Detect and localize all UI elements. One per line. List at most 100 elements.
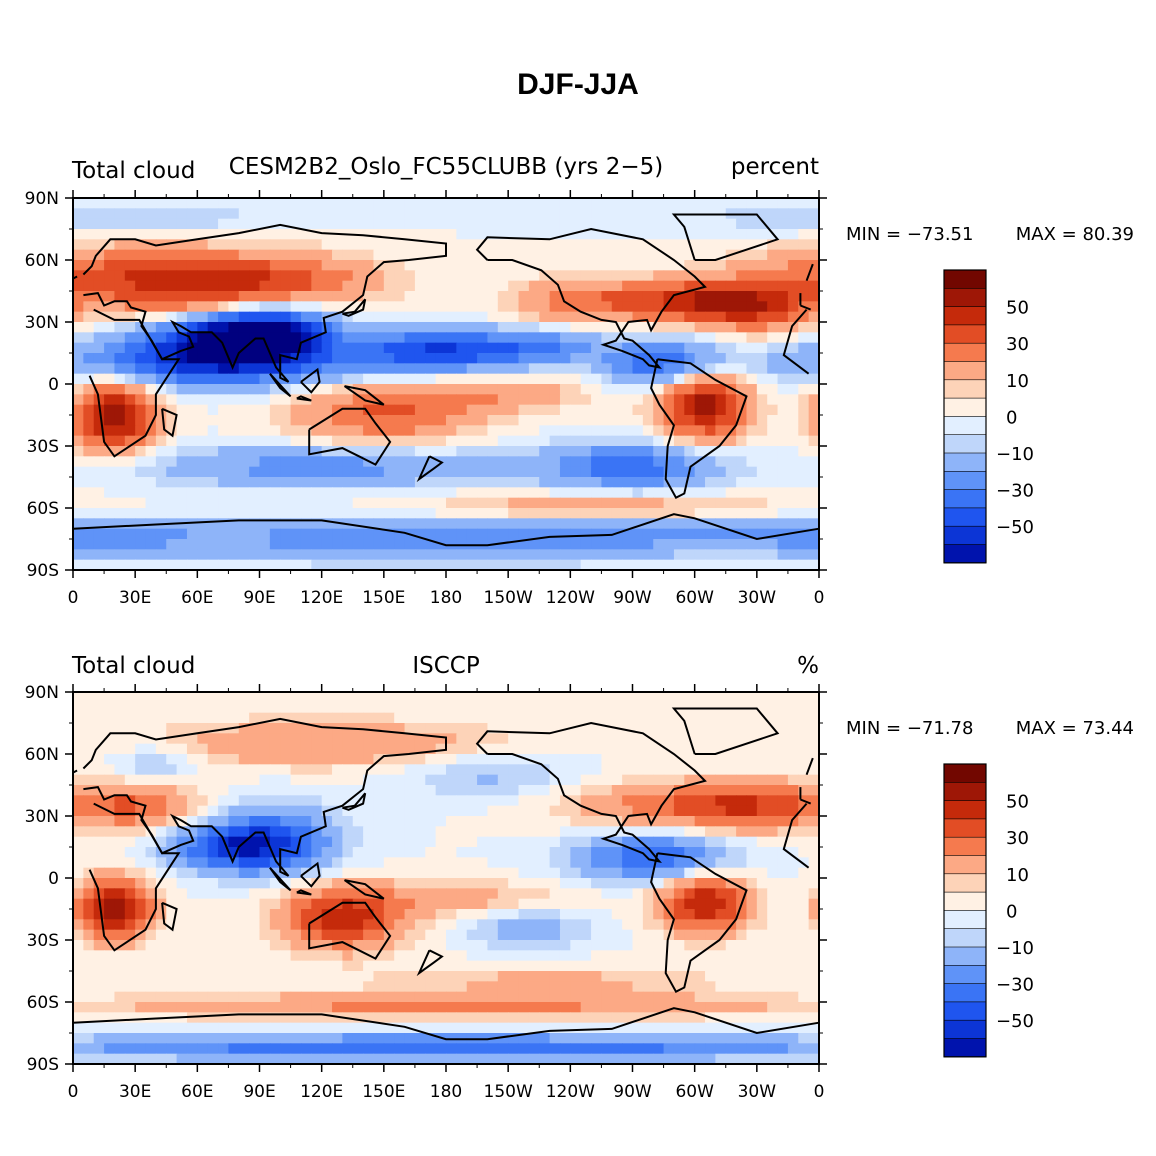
field-cell: [632, 836, 644, 848]
field-cell: [166, 960, 178, 972]
field-cell: [435, 847, 447, 858]
field-cell: [539, 919, 551, 931]
field-cell: [218, 826, 230, 838]
field-cell: [736, 909, 748, 920]
field-cell: [145, 950, 157, 962]
field-cell: [746, 898, 758, 910]
field-cell: [414, 867, 426, 879]
field-cell: [746, 239, 758, 251]
field-cell: [497, 353, 509, 364]
field-cell: [197, 353, 209, 364]
field-cell: [425, 497, 437, 509]
field-cell: [259, 425, 271, 437]
field-cell: [73, 867, 84, 879]
field-cell: [186, 785, 198, 796]
field-cell: [363, 909, 375, 920]
field-cell: [73, 373, 84, 385]
field-cell: [508, 322, 520, 333]
field-cell: [684, 826, 696, 838]
field-cell: [580, 425, 592, 437]
field-cell: [725, 229, 737, 240]
field-cell: [228, 785, 240, 796]
field-cell: [124, 353, 136, 364]
x-tick-label: 60W: [675, 588, 714, 608]
field-cell: [663, 754, 675, 765]
field-cell: [777, 909, 789, 920]
field-cell: [705, 795, 716, 807]
field-cell: [373, 528, 385, 540]
field-cell: [570, 847, 582, 858]
field-cell: [342, 477, 354, 488]
field-cell: [435, 404, 447, 416]
field-cell: [497, 342, 509, 354]
field-cell: [715, 549, 727, 561]
field-cell: [176, 909, 188, 920]
field-cell: [176, 805, 188, 817]
field-cell: [694, 518, 706, 530]
field-cell: [363, 342, 375, 354]
field-cell: [73, 909, 84, 920]
field-cell: [280, 518, 292, 530]
field-cell: [601, 764, 613, 776]
field-cell: [591, 971, 603, 982]
field-cell: [280, 425, 292, 437]
field-cell: [383, 466, 395, 478]
field-cell: [549, 291, 561, 302]
field-cell: [135, 539, 147, 550]
field-cell: [684, 743, 696, 755]
field-cell: [321, 549, 333, 561]
field-cell: [259, 322, 271, 333]
field-cell: [280, 384, 292, 395]
field-cell: [186, 208, 198, 220]
field-cell: [725, 805, 737, 817]
field-cell: [332, 559, 343, 571]
field-cell: [166, 384, 178, 395]
field-cell: [290, 795, 302, 807]
x-tick-label: 120E: [300, 588, 343, 608]
field-cell: [73, 208, 84, 220]
field-cell: [787, 384, 799, 395]
field-cell: [777, 805, 789, 817]
field-cell: [207, 404, 219, 416]
field-cell: [694, 692, 706, 703]
field-cell: [508, 528, 520, 540]
field-cell: [352, 805, 364, 817]
field-cell: [559, 909, 571, 920]
field-cell: [570, 539, 582, 550]
field-cell: [414, 497, 426, 509]
field-cell: [352, 404, 364, 416]
field-cell: [290, 805, 302, 817]
colorbar-label: −10: [996, 444, 1034, 465]
field-cell: [259, 857, 271, 869]
field-cell: [176, 332, 188, 344]
field-cell: [684, 785, 696, 796]
field-cell: [591, 518, 603, 530]
field-cell: [487, 528, 499, 540]
field-cell: [197, 919, 209, 931]
field-cell: [218, 764, 230, 776]
field-cell: [414, 342, 426, 354]
field-cell: [269, 456, 281, 468]
field-cell: [798, 981, 810, 993]
field-cell: [73, 857, 84, 869]
field-cell: [332, 332, 343, 344]
field-cell: [114, 847, 126, 858]
field-cell: [435, 415, 447, 426]
field-cell: [383, 415, 395, 426]
field-cell: [363, 919, 375, 931]
field-cell: [591, 435, 603, 447]
field-cell: [83, 950, 95, 962]
field-cell: [653, 898, 665, 910]
field-cell: [186, 239, 198, 251]
field-cell: [238, 353, 250, 364]
field-cell: [280, 847, 292, 858]
field-cell: [414, 1002, 426, 1013]
field-cell: [145, 415, 157, 426]
field-cell: [549, 466, 561, 478]
field-cell: [653, 919, 665, 931]
field-cell: [570, 497, 582, 509]
field-cell: [446, 218, 457, 230]
field-cell: [487, 950, 499, 962]
field-cell: [487, 971, 499, 982]
field-cell: [207, 929, 219, 941]
